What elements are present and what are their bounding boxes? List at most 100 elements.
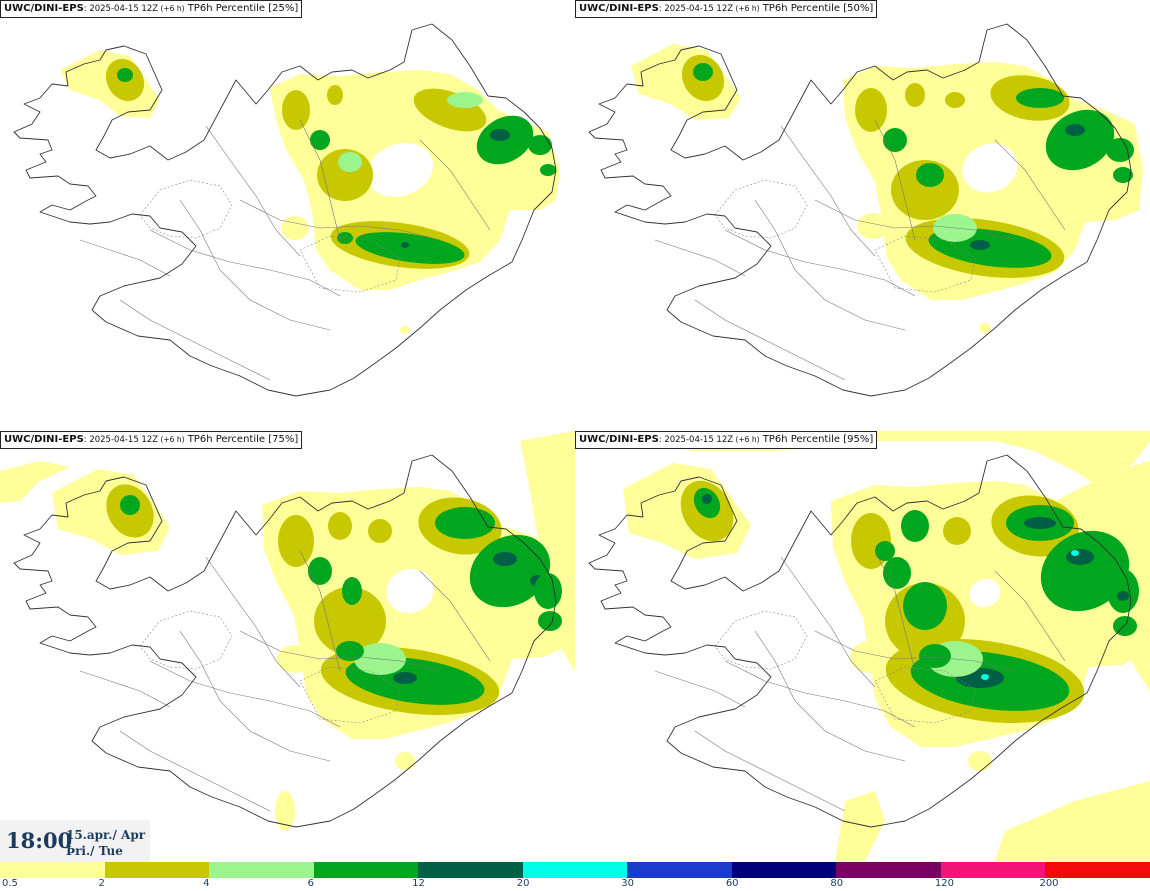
panel-title: UWC/DINI-EPS: 2025-04-15 12Z (+6 h) TP6h… xyxy=(0,431,303,449)
road-line xyxy=(419,139,491,231)
road-line xyxy=(874,550,916,672)
road-line xyxy=(994,139,1066,231)
precip-contour xyxy=(117,68,133,82)
road-line xyxy=(79,670,171,708)
precip-contour xyxy=(336,641,364,661)
road-line xyxy=(419,570,491,662)
panel-title: UWC/DINI-EPS: 2025-04-15 12Z (+6 h) TP6h… xyxy=(575,431,878,449)
precip-contour xyxy=(337,232,353,244)
colorbar-segment xyxy=(627,862,732,878)
road-line xyxy=(119,299,271,381)
precip-contour xyxy=(945,92,965,108)
precip-contour xyxy=(0,461,70,503)
precip-contour xyxy=(1117,591,1129,601)
valid-date-line-1: 15.apr./ Apr xyxy=(66,828,146,842)
colorbar-tick-label: 60 xyxy=(725,878,739,889)
valid-time-clock: 18:00 xyxy=(6,828,73,853)
precip-contour xyxy=(1066,549,1094,565)
precip-contour xyxy=(393,672,417,684)
precip-contour xyxy=(1071,550,1079,556)
road-line xyxy=(654,670,746,708)
road-line xyxy=(694,730,846,812)
precip-contour xyxy=(368,519,392,543)
precip-contour xyxy=(702,494,712,504)
precip-contour xyxy=(995,781,1150,861)
precip-contour xyxy=(386,568,434,614)
precip-contour xyxy=(395,752,415,770)
road-line xyxy=(205,125,301,257)
precip-contour xyxy=(903,582,947,630)
precip-contour xyxy=(968,751,992,771)
precip-contour xyxy=(278,515,314,567)
precip-contour xyxy=(1016,88,1064,108)
colorbar-segment xyxy=(940,862,1046,878)
road-line xyxy=(780,556,876,688)
precip-contour xyxy=(1045,109,1115,171)
precip-contour xyxy=(120,495,140,515)
colorbar-tick-label: 6 xyxy=(307,878,314,889)
precipitation-colorbar xyxy=(0,862,1150,878)
map-panel-p75: UWC/DINI-EPS: 2025-04-15 12Z (+6 h) TP6h… xyxy=(0,431,575,861)
precipitation-map-p25 xyxy=(13,23,560,397)
colorbar-tick-label: 120 xyxy=(934,878,954,889)
precip-contour xyxy=(282,90,310,130)
precip-contour xyxy=(534,573,562,609)
precip-contour xyxy=(538,611,562,631)
precip-contour xyxy=(875,541,895,561)
colorbar-ticks: 0.5 2 4 6 12 20 30 60 80 120 200 xyxy=(0,878,1150,891)
road-line xyxy=(780,125,876,257)
glacier-outline xyxy=(139,610,233,670)
precip-contour xyxy=(490,129,510,141)
valid-time-box: 18:00 15.apr./ Apr Þri./ Tue xyxy=(0,820,150,862)
road-line xyxy=(299,550,341,672)
map-panel-p95: UWC/DINI-EPS: 2025-04-15 12Z (+6 h) TP6h… xyxy=(575,431,1150,861)
colorbar-segment xyxy=(0,862,105,878)
map-panel-p50: UWC/DINI-EPS: 2025-04-15 12Z (+6 h) TP6h… xyxy=(575,0,1150,430)
precip-contour xyxy=(1024,517,1056,529)
colorbar-tick-label: 12 xyxy=(412,878,425,889)
iceland-coastline xyxy=(588,23,1132,397)
road-line xyxy=(754,630,906,762)
colorbar-segment xyxy=(313,862,419,878)
road-line xyxy=(205,556,301,688)
precip-contour xyxy=(1065,124,1085,136)
colorbar-tick-label: 30 xyxy=(621,878,634,889)
road-line xyxy=(694,299,846,381)
precip-contour xyxy=(857,213,889,239)
panel-title: UWC/DINI-EPS: 2025-04-15 12Z (+6 h) TP6h… xyxy=(575,0,878,18)
precip-contour xyxy=(883,128,907,152)
road-line xyxy=(754,199,906,331)
precip-contour xyxy=(901,510,929,542)
road-line xyxy=(119,730,271,812)
road-line xyxy=(724,229,916,297)
road-line xyxy=(724,660,916,728)
colorbar-tick-label: 20 xyxy=(516,878,530,889)
road-line xyxy=(874,119,916,241)
precip-contour xyxy=(969,578,1001,608)
precip-contour xyxy=(919,644,951,668)
precip-contour xyxy=(400,326,410,334)
colorbar-segment xyxy=(418,862,523,878)
precip-contour xyxy=(342,577,362,605)
valid-date-line-2: Þri./ Tue xyxy=(66,844,123,858)
colorbar-segment xyxy=(836,862,941,878)
precip-contour xyxy=(883,557,911,589)
glacier-outline xyxy=(714,179,808,239)
precip-contour xyxy=(540,164,556,176)
precip-contour xyxy=(962,143,1018,193)
map-panel-p25: UWC/DINI-EPS: 2025-04-15 12Z (+6 h) TP6h… xyxy=(0,0,575,430)
precip-contour xyxy=(447,92,483,108)
precip-contour xyxy=(943,517,971,545)
precip-contour xyxy=(435,507,495,539)
road-line xyxy=(239,199,441,241)
colorbar-tick-label: 80 xyxy=(830,878,844,889)
precip-contour xyxy=(469,534,551,608)
precip-contour xyxy=(970,240,990,250)
road-line xyxy=(239,630,441,672)
colorbar-segment xyxy=(1045,862,1150,878)
road-line xyxy=(179,199,331,331)
road-line xyxy=(814,630,1016,672)
road-line xyxy=(814,199,1016,241)
precip-contour xyxy=(310,130,330,150)
precip-contour xyxy=(355,232,465,264)
